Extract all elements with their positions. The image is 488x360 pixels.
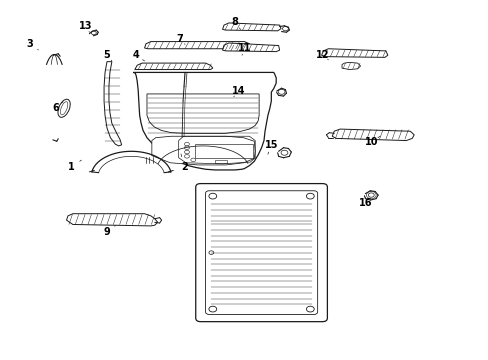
Text: 7: 7 xyxy=(176,34,183,44)
Text: 16: 16 xyxy=(358,198,371,208)
Text: 13: 13 xyxy=(79,21,93,31)
Polygon shape xyxy=(222,23,281,31)
Polygon shape xyxy=(222,43,279,51)
Circle shape xyxy=(306,306,314,312)
Text: 6: 6 xyxy=(52,103,59,113)
Text: 3: 3 xyxy=(26,39,33,49)
Polygon shape xyxy=(331,129,413,140)
Text: 10: 10 xyxy=(364,138,377,147)
Circle shape xyxy=(208,306,216,312)
Polygon shape xyxy=(147,94,259,134)
FancyBboxPatch shape xyxy=(195,184,327,321)
FancyBboxPatch shape xyxy=(205,191,317,315)
Polygon shape xyxy=(66,214,158,226)
Polygon shape xyxy=(144,41,250,49)
Text: 12: 12 xyxy=(315,50,328,60)
Circle shape xyxy=(208,193,216,199)
Text: 15: 15 xyxy=(264,140,278,150)
Circle shape xyxy=(306,193,314,199)
Text: 2: 2 xyxy=(181,162,188,172)
Polygon shape xyxy=(104,62,122,146)
Text: 1: 1 xyxy=(68,162,75,172)
Polygon shape xyxy=(135,63,212,69)
Text: 4: 4 xyxy=(133,50,140,60)
Text: 8: 8 xyxy=(231,17,238,27)
Polygon shape xyxy=(341,62,360,69)
Text: 14: 14 xyxy=(231,86,245,96)
Polygon shape xyxy=(133,72,276,170)
Text: 5: 5 xyxy=(103,50,110,60)
Text: 11: 11 xyxy=(237,43,251,53)
Text: 9: 9 xyxy=(103,227,110,237)
Polygon shape xyxy=(152,136,255,165)
Polygon shape xyxy=(321,49,387,57)
